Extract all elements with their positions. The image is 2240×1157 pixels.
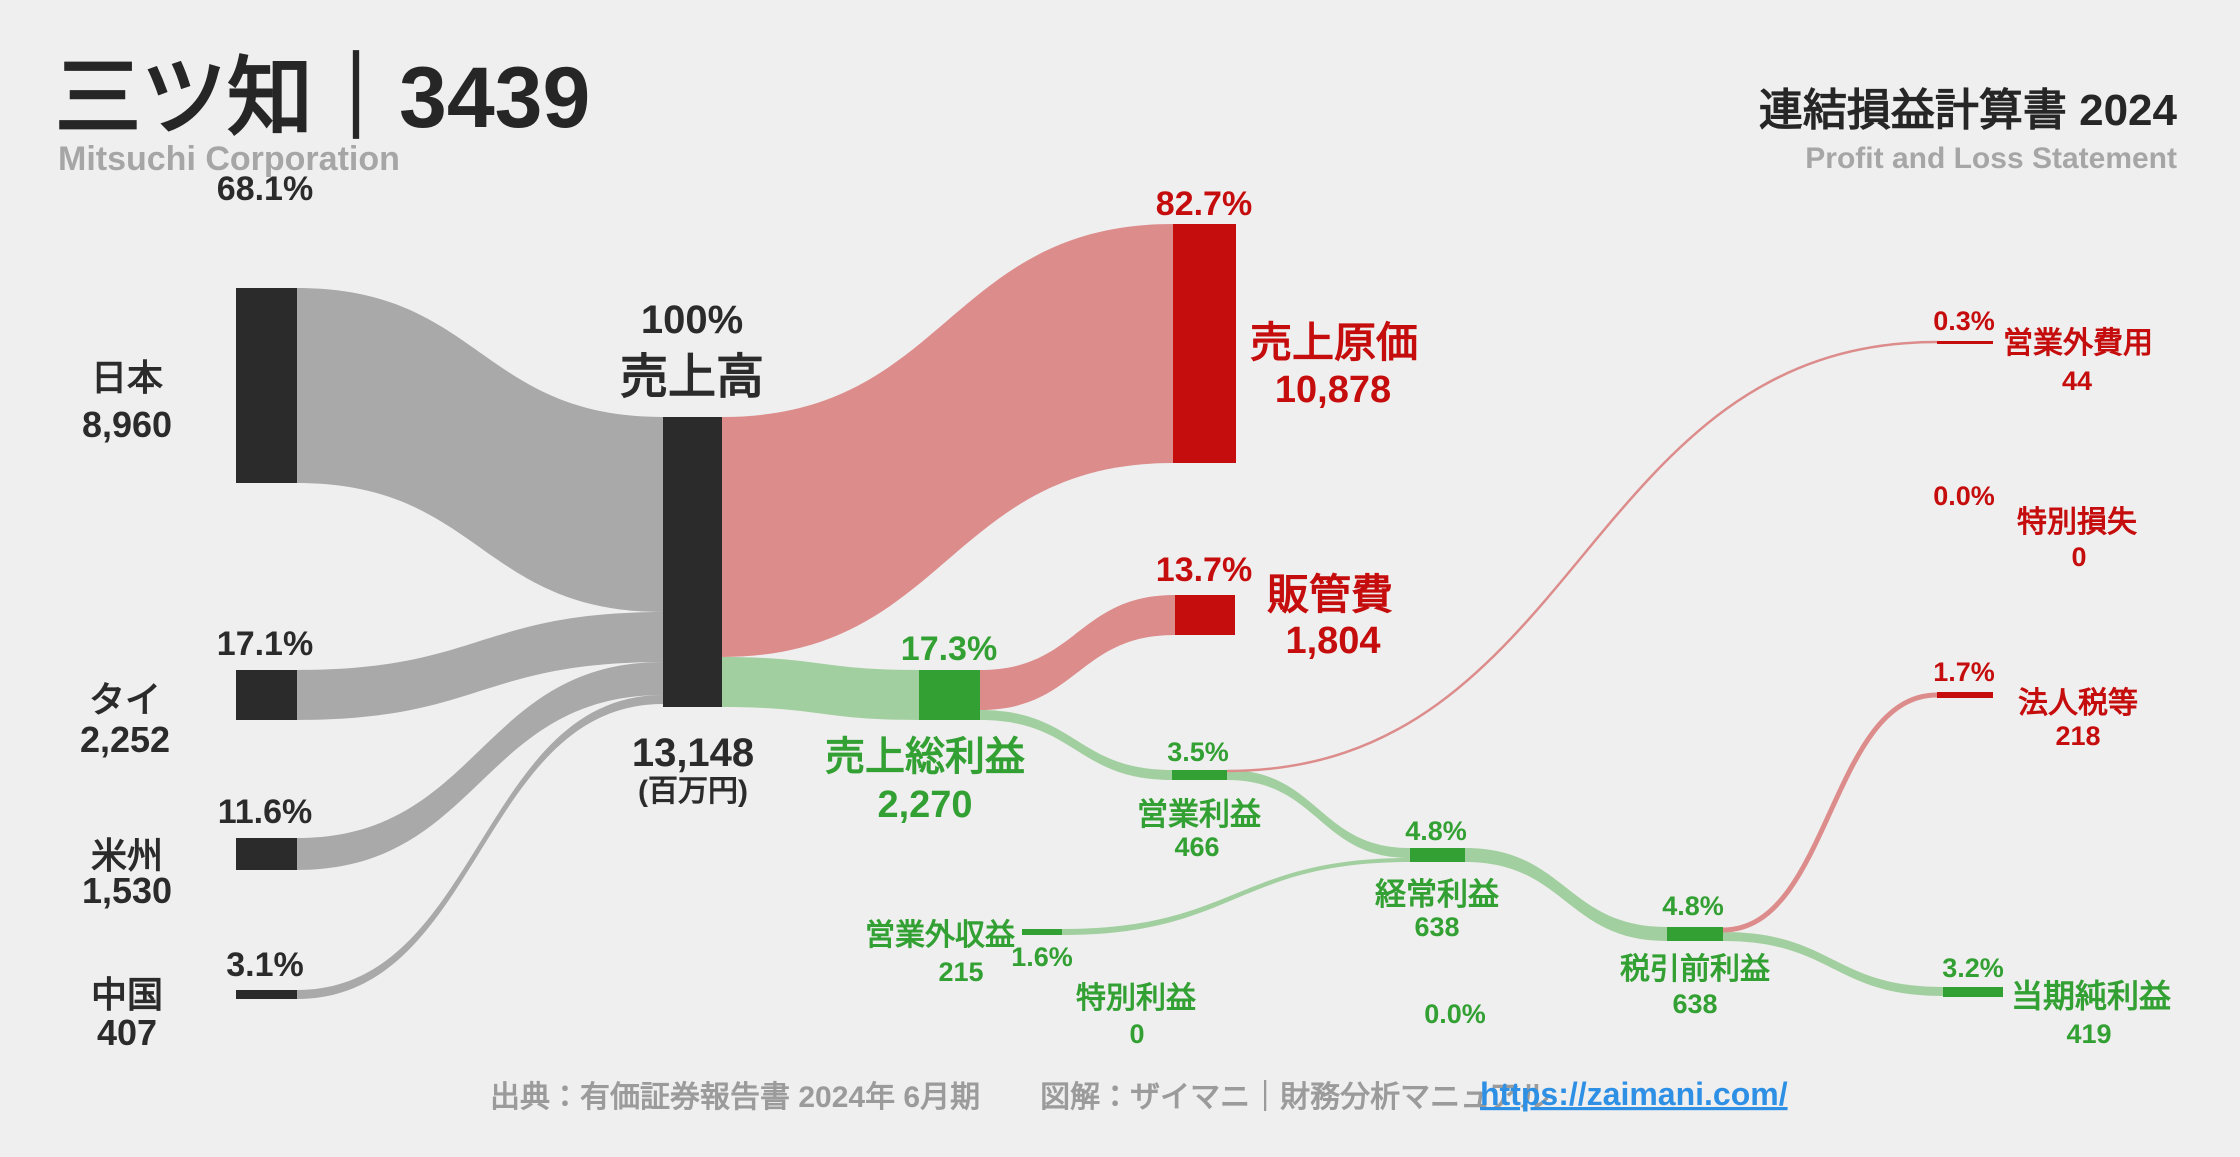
label-pretax-profit-value: 638 [1672, 989, 1717, 1019]
label-ordinary-profit-value: 638 [1414, 912, 1459, 942]
flow-thailand-to-sales [297, 612, 663, 720]
label-net-profit-pct: 3.2% [1942, 953, 2004, 983]
label-non-operating-expenses-value: 44 [2062, 366, 2092, 396]
label-operating-profit-name: 営業利益 [1137, 797, 1262, 832]
label-cogs-name: 売上原価 [1250, 319, 1418, 366]
label-pretax-profit-pct: 4.8% [1662, 891, 1724, 921]
sankey-labels: 68.1% 日本 8,960 17.1% タイ2,252 11.6% 米州1,530 3.1%… [80, 170, 2172, 1053]
label-extraordinary-income-pct: 0.0% [1424, 999, 1486, 1029]
node-thailand [236, 670, 297, 720]
node-pretax-profit [1667, 927, 1723, 941]
label-japan-value: 8,960 [82, 404, 172, 445]
label-sga-name: 販管費 [1267, 571, 1393, 618]
flow-pretax-profit-to-income-taxes [1722, 692, 1938, 933]
node-china [236, 990, 297, 999]
node-japan [236, 288, 297, 483]
node-americas [236, 838, 297, 870]
label-sales-name: 売上高 [620, 351, 764, 404]
node-ordinary-profit [1410, 848, 1465, 862]
label-cogs-pct: 82.7% [1156, 185, 1252, 223]
flow-gross-profit-to-operating-profit [980, 710, 1172, 780]
label-china-value: 407 [97, 1012, 157, 1053]
flow-americas-to-sales [297, 662, 663, 870]
label-non-operating-income-name: 営業外収益 [865, 919, 1016, 952]
label-americas-value: 1,530 [82, 870, 172, 911]
company-subtitle: Mitsuchi Corporation [58, 140, 400, 178]
label-thailand-value: 2,252 [80, 719, 170, 760]
label-extraordinary-loss-name: 特別損失 [2017, 506, 2138, 539]
label-extraordinary-income-value: 0 [1129, 1019, 1144, 1049]
sankey-flows [297, 224, 1943, 999]
label-gross-profit-pct: 17.3% [901, 630, 997, 668]
sankey-nodes [236, 224, 2003, 999]
flow-sales-to-gross-profit [722, 657, 919, 720]
label-non-operating-income-pct: 1.6% [1011, 942, 1073, 972]
node-sga [1175, 595, 1235, 635]
node-income-taxes [1937, 692, 1993, 698]
report-title: 連結損益計算書 2024 [1759, 86, 2178, 135]
label-americas-pct: 11.6% [218, 793, 313, 831]
flow-operating-profit-to-ordinary-profit [1227, 770, 1410, 858]
label-cogs-value: 10,878 [1275, 369, 1391, 411]
flow-non-operating-income-to-ordinary-profit [1062, 858, 1410, 935]
label-thailand-name: タイ [89, 679, 161, 720]
label-non-operating-expenses-pct: 0.3% [1933, 306, 1995, 336]
label-operating-profit-value: 466 [1174, 832, 1219, 862]
label-sga-pct: 13.7% [1156, 551, 1252, 589]
label-gross-profit-value: 2,270 [877, 784, 972, 826]
node-non-operating-income [1022, 929, 1062, 935]
label-sales-value: 13,148 [632, 731, 754, 775]
label-income-taxes-pct: 1.7% [1933, 657, 1995, 687]
node-non-operating-expenses [1937, 341, 1993, 344]
label-extraordinary-loss-value: 0 [2071, 542, 2086, 572]
label-ordinary-profit-pct: 4.8% [1405, 816, 1467, 846]
label-net-profit-value: 419 [2066, 1019, 2111, 1049]
flow-ordinary-profit-to-pretax-profit [1465, 848, 1667, 941]
node-cogs [1173, 224, 1236, 463]
label-non-operating-expenses-name: 営業外費用 [2003, 327, 2153, 360]
label-japan-name: 日本 [91, 357, 164, 398]
label-ordinary-profit-name: 経常利益 [1375, 877, 1500, 912]
label-extraordinary-loss-pct: 0.0% [1933, 481, 1995, 511]
source-credit: 出典：有価証券報告書 2024年 6月期 図解：ザイマニ｜財務分析マニュアル [490, 1080, 1549, 1114]
label-sales-pct: 100% [641, 298, 743, 342]
flow-operating-profit-to-non-operating-expenses [1226, 340, 1938, 773]
flow-japan-to-sales [297, 288, 663, 612]
label-pretax-profit-name: 税引前利益 [1620, 953, 1771, 986]
node-net-profit [1943, 987, 2003, 997]
node-sales [663, 417, 722, 707]
node-operating-profit [1172, 770, 1227, 780]
node-gross-profit [919, 670, 980, 720]
flow-sales-to-cogs [722, 224, 1173, 657]
report-subtitle: Profit and Loss Statement [1805, 142, 2177, 175]
label-thailand-pct: 17.1% [217, 625, 313, 663]
label-sales-unit: (百万円) [638, 775, 748, 808]
flow-china-to-sales [297, 695, 663, 999]
label-extraordinary-income-name: 特別利益 [1076, 982, 1197, 1015]
flow-gross-profit-to-sga [980, 595, 1175, 710]
label-operating-profit-pct: 3.5% [1167, 737, 1229, 767]
label-americas-name: 米州 [91, 835, 163, 876]
label-sga-value: 1,804 [1285, 620, 1380, 662]
label-china-pct: 3.1% [226, 946, 304, 984]
zaimani-link[interactable]: https://zaimani.com/ [1480, 1076, 1788, 1112]
label-non-operating-income-value: 215 [938, 957, 983, 987]
company-title: 三ツ知｜3439 [55, 49, 590, 146]
label-gross-profit-name: 売上総利益 [825, 735, 1025, 779]
label-japan-pct: 68.1% [217, 170, 313, 208]
label-income-taxes-name: 法人税等 [2018, 686, 2138, 720]
label-income-taxes-value: 218 [2055, 721, 2100, 751]
label-net-profit-name: 当期純利益 [2011, 978, 2172, 1014]
flow-pretax-profit-to-net-profit [1723, 932, 1943, 996]
label-china-name: 中国 [91, 974, 163, 1015]
